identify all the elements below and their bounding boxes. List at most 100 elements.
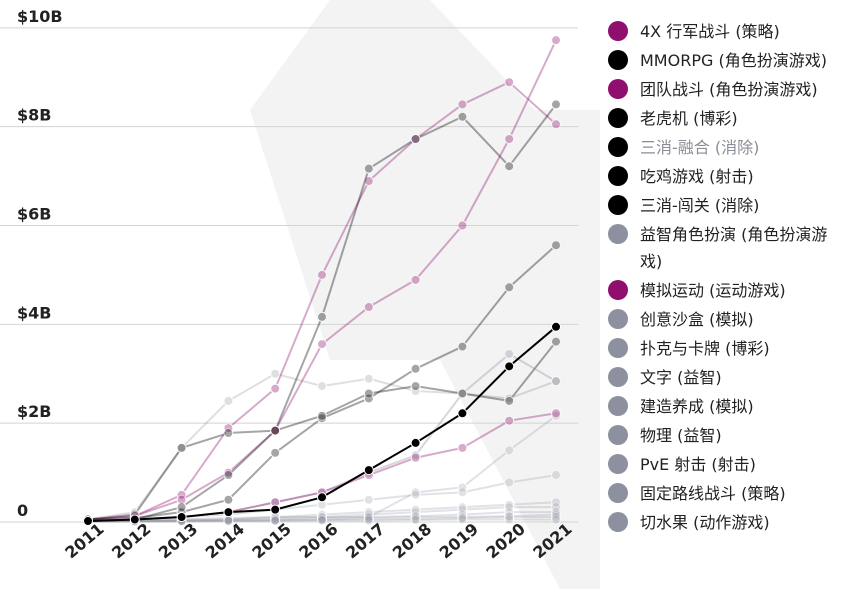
y-tick-label: $6B	[17, 204, 51, 223]
legend-item: 三消-融合 (消除)	[608, 134, 844, 161]
y-axis-tick-labels: 0 $2B $4B $6B $8B $10B	[17, 7, 63, 520]
data-point	[363, 513, 374, 524]
data-point	[270, 425, 281, 436]
legend-label: 扑克与卡牌 (博彩)	[640, 339, 770, 358]
data-point	[410, 452, 421, 463]
legend-swatch	[608, 50, 628, 70]
legend-label: 吃鸡游戏 (射击)	[640, 167, 754, 186]
y-tick-label: $8B	[17, 106, 51, 125]
data-point	[410, 512, 421, 523]
data-point	[363, 302, 374, 313]
data-point	[270, 425, 281, 436]
data-point	[457, 388, 468, 399]
background-chevron-shape	[250, 0, 600, 589]
data-point	[317, 512, 327, 523]
legend-label: MMORPG (角色扮演游戏)	[640, 51, 827, 70]
data-point	[270, 515, 281, 526]
data-point	[551, 470, 561, 481]
data-point	[504, 514, 515, 525]
x-tick-label: 2020	[483, 519, 529, 562]
data-point	[363, 494, 374, 505]
data-point	[551, 507, 561, 518]
data-point	[317, 269, 327, 280]
data-point	[363, 465, 374, 476]
legend-item: 切水果 (动作游戏)	[608, 509, 844, 536]
y-tick-label: $2B	[17, 402, 51, 421]
series-line	[88, 518, 556, 523]
data-point	[363, 512, 374, 523]
data-point	[551, 512, 561, 523]
x-tick-label: 2017	[342, 519, 388, 562]
data-point	[317, 311, 327, 322]
data-point	[270, 425, 281, 436]
data-point	[457, 220, 468, 231]
data-point	[363, 515, 374, 526]
x-axis-tick-labels: 2011 2012 2013 2014 2015 2016 2017 2018 2019 2020…	[61, 519, 575, 562]
data-point	[223, 423, 234, 434]
data-point	[551, 376, 561, 387]
data-point	[223, 467, 234, 478]
data-point	[363, 163, 374, 174]
legend-swatch	[608, 309, 628, 329]
data-point	[317, 512, 327, 523]
data-point	[457, 442, 468, 453]
series-line	[87, 244, 557, 521]
x-tick-label: 2015	[249, 519, 295, 562]
series-line	[87, 81, 557, 521]
legend-item: 三消-闯关 (消除)	[608, 192, 844, 219]
data-point	[363, 512, 374, 523]
x-tick-label: 2012	[108, 519, 154, 562]
data-point	[317, 413, 327, 424]
legend-swatch	[608, 454, 628, 474]
legend-item: 建造养成 (模拟)	[608, 393, 844, 420]
data-point	[504, 511, 515, 522]
series-line	[88, 414, 557, 523]
data-point	[551, 35, 561, 46]
data-point	[270, 515, 281, 526]
data-point	[457, 99, 468, 110]
data-point	[457, 502, 468, 513]
legend-item: 创意沙盒 (模拟)	[608, 306, 844, 333]
series-line	[87, 511, 556, 523]
data-point	[504, 282, 515, 293]
legend-item: PvE 射击 (射击)	[608, 451, 844, 478]
series-0	[83, 77, 561, 525]
data-point	[410, 134, 421, 145]
data-point	[551, 321, 561, 332]
data-point	[410, 511, 421, 522]
data-point	[457, 504, 468, 515]
legend-swatch	[608, 367, 628, 387]
data-point	[410, 386, 421, 397]
legend: 4X 行军战斗 (策略) MMORPG (角色扮演游戏) 团队战斗 (角色扮演游戏)…	[608, 18, 844, 538]
series-line	[87, 341, 557, 523]
legend-label: 切水果 (动作游戏)	[640, 513, 770, 532]
data-point	[410, 381, 421, 392]
series-2	[83, 35, 561, 525]
legend-label: 固定路线战斗 (策略)	[640, 484, 786, 503]
data-point	[504, 512, 515, 523]
data-point	[457, 408, 468, 419]
series-line	[87, 501, 557, 523]
grid-lines	[0, 27, 578, 523]
series-lines	[83, 35, 561, 527]
data-point	[457, 512, 468, 523]
legend-label: 老虎机 (博彩)	[640, 109, 738, 128]
series-line	[88, 513, 557, 523]
x-tick-label: 2011	[61, 519, 107, 562]
data-point	[457, 388, 468, 399]
legend-label: 三消-融合 (消除)	[640, 138, 760, 157]
legend-label: 物理 (益智)	[640, 426, 722, 445]
legend-swatch	[608, 79, 628, 99]
data-point	[410, 437, 421, 448]
data-point	[410, 515, 421, 526]
data-point	[270, 504, 281, 515]
data-point	[317, 509, 327, 520]
data-point	[363, 393, 374, 404]
legend-swatch	[608, 483, 628, 503]
data-point	[270, 447, 281, 458]
legend-label: 模拟运动 (运动游戏)	[640, 281, 786, 300]
data-point	[504, 507, 515, 518]
data-point	[457, 487, 468, 498]
series-line	[88, 506, 556, 523]
legend-item: 老虎机 (博彩)	[608, 105, 844, 132]
